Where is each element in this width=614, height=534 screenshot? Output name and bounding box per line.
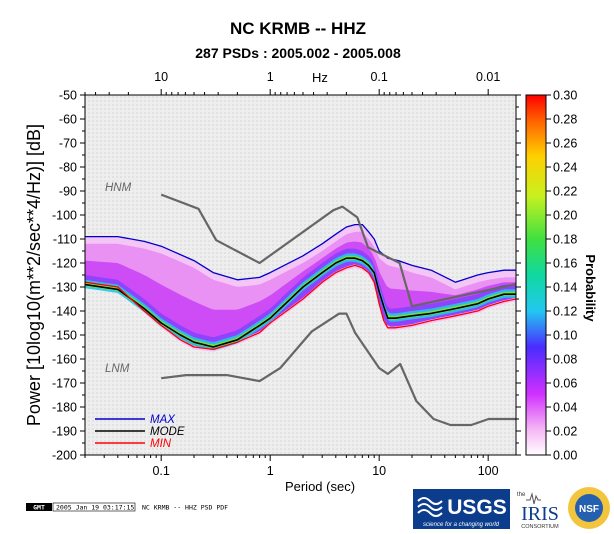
usgs-tagline: science for a changing world	[423, 522, 500, 528]
gmt-logo-text: GMT	[33, 504, 45, 512]
x-tick-label: 0.1	[152, 464, 169, 478]
colorbar-tick-label: 0.12	[553, 305, 577, 319]
top-axis-label: Hz	[312, 70, 328, 85]
y-tick-label: -200	[52, 449, 77, 463]
y-tick-label: -180	[52, 401, 77, 415]
series-max-line	[85, 223, 516, 283]
y-tick-label: -190	[52, 425, 77, 439]
usgs-logo-text: USGS	[447, 496, 507, 519]
pdf-band-core	[85, 248, 516, 348]
iris-logo: the IRIS CONSORTIUM	[517, 492, 559, 530]
series-lnm-line	[161, 312, 516, 427]
colorbar-label: Probability	[583, 254, 598, 322]
usgs-logo: USGS science for a changing world	[413, 489, 510, 529]
legend-mode-label: MODE	[150, 426, 185, 438]
colorbar-tick-label: 0.22	[553, 185, 577, 199]
nsf-logo: NSF	[568, 487, 610, 529]
y-tick-label: -80	[59, 161, 77, 175]
colorbar-tick-label: 0.18	[553, 233, 577, 247]
top-tick-label: 0.1	[370, 70, 387, 84]
footer-caption: NC KRMB -- HHZ PSD PDF	[142, 504, 228, 512]
y-tick-label: -150	[52, 329, 77, 343]
series-hnm-line	[160, 193, 516, 308]
timestamp-box	[52, 502, 136, 512]
colorbar-tick-label: 0.06	[553, 377, 577, 391]
y-tick-label: -120	[52, 257, 77, 271]
colorbar-tick-label: 0.28	[553, 113, 577, 127]
y-tick-label: -170	[52, 377, 77, 391]
x-axis-label: Period (sec)	[285, 479, 355, 494]
colorbar-tick-label: 0.02	[553, 425, 577, 439]
y-tick-label: -100	[52, 209, 77, 223]
y-tick-label: -160	[52, 353, 77, 367]
colorbar-tick-label: 0.00	[553, 449, 577, 463]
legend-max-label: MAX	[150, 414, 176, 426]
y-tick-label: -130	[52, 281, 77, 295]
y-tick-label: -110	[53, 233, 77, 247]
chart-title: NC KRMB -- HHZ	[230, 19, 366, 38]
top-tick-label: 0.01	[476, 70, 500, 84]
iris-the: the	[517, 492, 526, 498]
x-tick-label: 100	[478, 464, 499, 478]
x-tick-label: 1	[267, 464, 274, 478]
y-tick-label: -60	[59, 113, 77, 127]
y-tick-label: -140	[52, 305, 77, 319]
hnm-label: HNM	[105, 182, 132, 194]
colorbar-tick-label: 0.10	[553, 329, 577, 343]
colorbar-tick-label: 0.08	[553, 353, 577, 367]
series-mode-line	[85, 257, 516, 348]
colorbar-tick-label: 0.14	[553, 281, 577, 295]
iris-logo-text: IRIS	[521, 503, 559, 525]
timestamp: 2005 Jan 19 03:17:15	[56, 504, 134, 512]
y-tick-label: -50	[59, 89, 77, 103]
chart-subtitle: 287 PSDs : 2005.002 - 2005.008	[195, 45, 401, 61]
series-min-line	[85, 264, 516, 351]
y-tick-label: -70	[59, 137, 77, 151]
nsf-logo-text: NSF	[579, 504, 599, 515]
lnm-label: LNM	[105, 363, 130, 375]
x-tick-label: 10	[372, 464, 386, 478]
legend: MAX MODE MIN	[95, 414, 185, 450]
gmt-logo	[26, 503, 52, 511]
colorbar-tick-label: 0.04	[553, 401, 577, 415]
top-tick-label: 10	[154, 70, 168, 84]
colorbar	[525, 94, 547, 456]
colorbar-tick-label: 0.20	[553, 209, 577, 223]
colorbar-tick-label: 0.26	[553, 137, 577, 151]
colorbar-tick-label: 0.30	[553, 89, 577, 103]
y-axis-label: Power [10log10(m**2/sec**4/Hz)] [dB]	[24, 124, 44, 426]
colorbar-tick-label: 0.24	[553, 161, 577, 175]
colorbar-tick-label: 0.16	[553, 257, 577, 271]
top-tick-label: 1	[267, 70, 274, 84]
legend-min-label: MIN	[150, 438, 172, 450]
y-tick-label: -90	[59, 185, 77, 199]
iris-consortium: CONSORTIUM	[521, 524, 559, 530]
